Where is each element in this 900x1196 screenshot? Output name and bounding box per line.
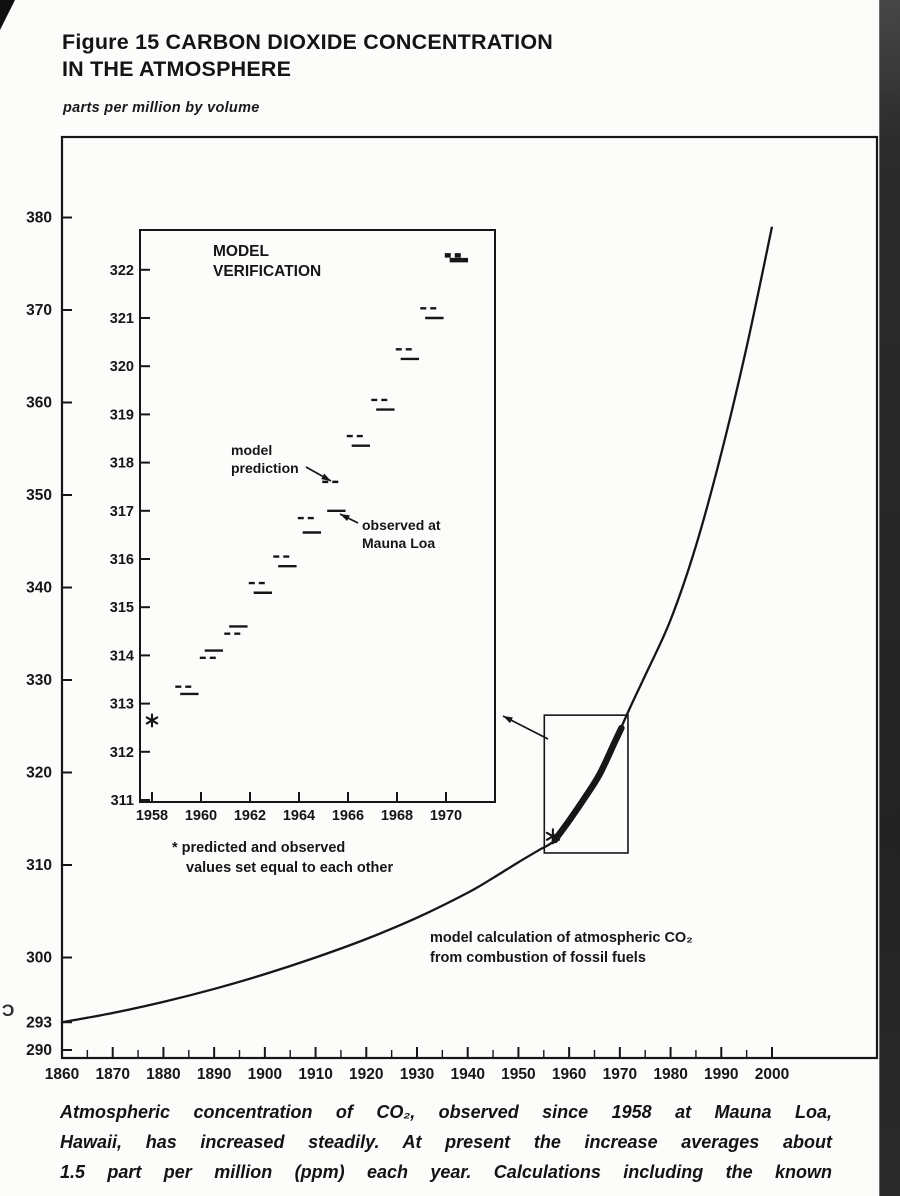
main-equal-asterisk — [545, 831, 561, 841]
main-y-tick-label: 293 — [26, 1014, 52, 1031]
figure-caption: Atmospheric concentration of CO₂, observ… — [60, 1097, 832, 1187]
inset-y-tick-label: 317 — [110, 504, 134, 520]
main-x-tick-label: 1930 — [400, 1066, 434, 1083]
caption-line-3: 1.5 part per million (ppm) each year. Ca… — [60, 1162, 832, 1182]
main-x-tick-label: 1940 — [450, 1066, 484, 1083]
model-label-arrow-head — [321, 473, 331, 481]
main-y-tick-label: 310 — [26, 857, 52, 874]
main-x-tick-label: 1950 — [501, 1066, 535, 1083]
box-to-inset-arrow-head — [503, 716, 513, 724]
inset-observed-label-line2: Mauna Loa — [362, 535, 435, 551]
inset-y-tick-label: 311 — [111, 793, 134, 809]
main-x-tick-label: 1910 — [298, 1066, 332, 1083]
main-y-tick-label: 320 — [26, 765, 52, 782]
main-x-tick-label: 1860 — [45, 1066, 79, 1083]
inset-title-line1: MODEL — [213, 243, 269, 260]
main-y-tick-label: 370 — [26, 302, 52, 319]
inset-footnote-line2: values set equal to each other — [186, 860, 393, 876]
inset-region-box — [543, 714, 629, 854]
inset-y-tick-label: 316 — [110, 552, 134, 568]
inset-model-label-line1: model — [231, 442, 272, 458]
main-x-tick-label: 1960 — [552, 1066, 586, 1083]
main-x-tick-label: 1980 — [653, 1066, 687, 1083]
inset-x-tick-label: 1962 — [234, 808, 266, 824]
main-y-tick-label: 340 — [26, 580, 52, 597]
inset-footnote-line1: * predicted and observed — [172, 840, 345, 856]
stray-scan-mark: Ɔ — [2, 1001, 15, 1020]
figure-title-line2: IN THE ATMOSPHERE — [62, 57, 292, 81]
caption-line-1: Atmospheric concentration of CO₂, observ… — [60, 1102, 832, 1122]
inset-observed-label-line1: observed at — [362, 517, 441, 533]
main-x-tick-label: 1990 — [704, 1066, 738, 1083]
model-annotation-line2: from combustion of fossil fuels — [430, 950, 646, 966]
inset-model-label-line2: prediction — [231, 460, 299, 476]
main-plot-frame — [60, 135, 879, 1060]
main-x-tick-label: 1920 — [349, 1066, 383, 1083]
inset-y-tick-label: 320 — [110, 359, 134, 375]
inset-y-tick-label: 313 — [110, 697, 134, 713]
observed-label-arrow-head — [340, 514, 350, 522]
caption-line-2: Hawaii, has increased steadily. At prese… — [60, 1132, 832, 1152]
inset-x-tick-label: 1964 — [283, 808, 315, 824]
inset-y-tick-label: 315 — [110, 600, 134, 616]
main-y-tick-label: 330 — [26, 672, 52, 689]
main-x-tick-label: 1890 — [197, 1066, 231, 1083]
inset-y-tick-label: 322 — [110, 263, 134, 279]
main-y-tick-label: 360 — [26, 395, 52, 412]
figure-title: Figure 15 CARBON DIOXIDE CONCENTRATION I… — [62, 29, 553, 83]
inset-frame — [139, 229, 496, 803]
inset-y-tick-label: 321 — [110, 311, 134, 327]
inset-x-tick-label: 1970 — [430, 808, 462, 824]
inset-x-tick-label: 1968 — [381, 808, 413, 824]
inset-y-tick-label: 318 — [110, 456, 134, 472]
inset-title-line2: VERIFICATION — [213, 263, 321, 280]
inset-y-tick-label: 314 — [110, 648, 134, 664]
main-x-tick-label: 2000 — [755, 1066, 789, 1083]
main-x-tick-label: 1880 — [146, 1066, 180, 1083]
inset-x-tick-label: 1960 — [185, 808, 217, 824]
units-label: parts per million by volume — [63, 100, 260, 116]
main-y-tick-label: 290 — [26, 1042, 52, 1059]
inset-y-tick-label: 312 — [110, 745, 134, 761]
inset-x-tick-label: 1958 — [136, 808, 168, 824]
scan-edge-artifact — [879, 0, 900, 1196]
observed-thick-segment — [551, 724, 625, 844]
model-annotation-line1: model calculation of atmospheric CO₂ — [430, 930, 693, 946]
inset-equal-asterisk — [145, 716, 159, 725]
inset-x-tick-label: 1966 — [332, 808, 364, 824]
main-y-tick-label: 300 — [26, 950, 52, 967]
inset-y-tick-label: 319 — [110, 407, 134, 423]
figure-title-line1: Figure 15 CARBON DIOXIDE CONCENTRATION — [62, 30, 553, 54]
main-x-tick-label: 1870 — [95, 1066, 129, 1083]
main-y-tick-label: 380 — [26, 210, 52, 227]
main-x-tick-label: 1900 — [248, 1066, 282, 1083]
main-x-tick-label: 1970 — [603, 1066, 637, 1083]
main-y-tick-label: 350 — [26, 487, 52, 504]
